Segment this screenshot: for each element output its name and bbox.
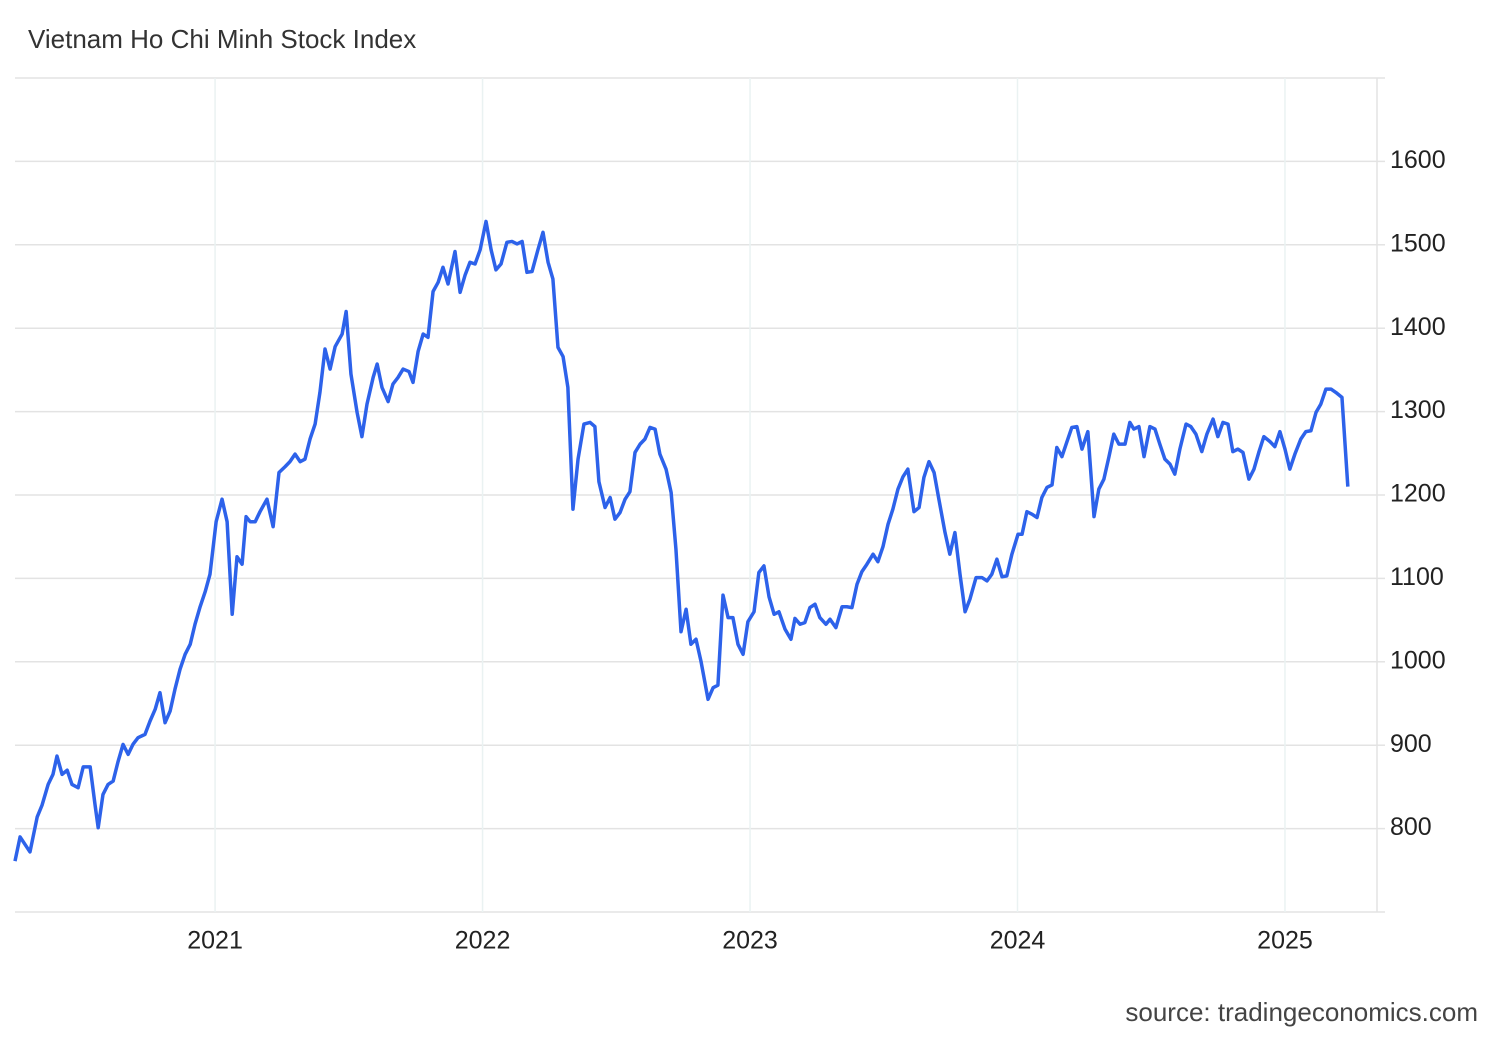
y-tick-label: 1400 [1390, 313, 1446, 341]
y-tick-label: 1500 [1390, 229, 1446, 257]
x-tick-label: 2023 [722, 927, 778, 955]
chart-title: Vietnam Ho Chi Minh Stock Index [28, 24, 416, 54]
y-tick-label: 1300 [1390, 396, 1446, 424]
index-line [13, 219, 1350, 862]
y-tick-label: 1100 [1390, 563, 1444, 591]
y-tick-label: 900 [1390, 730, 1432, 758]
x-tick-label: 2021 [187, 927, 243, 955]
y-tick-label: 1000 [1390, 646, 1446, 674]
x-tick-label: 2025 [1257, 927, 1313, 955]
y-tick-label: 1200 [1390, 480, 1446, 508]
source: source: tradingeconomics.com [1125, 997, 1478, 1027]
x-tick-label: 2024 [990, 927, 1046, 955]
y-tick-label: 1600 [1390, 146, 1446, 174]
y-tick-label: 800 [1390, 813, 1432, 841]
x-tick-label: 2022 [455, 927, 511, 955]
